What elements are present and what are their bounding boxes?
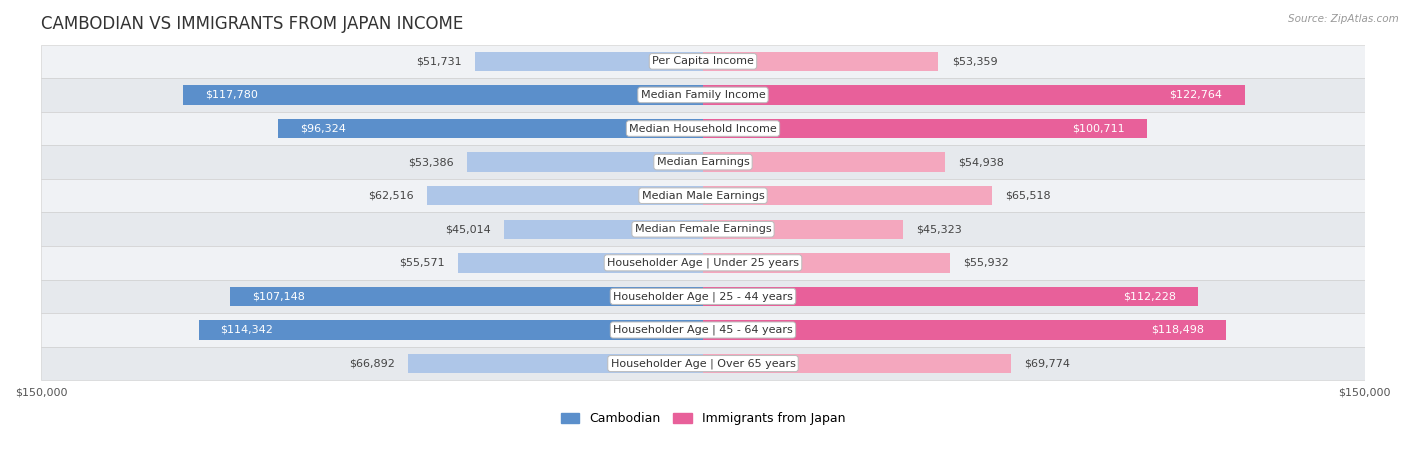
Bar [41, 44, 1365, 78]
Text: Median Household Income: Median Household Income [628, 123, 778, 134]
Text: Householder Age | 45 - 64 years: Householder Age | 45 - 64 years [613, 325, 793, 335]
Bar [703, 287, 1198, 306]
Text: $45,323: $45,323 [917, 224, 962, 234]
Text: Source: ZipAtlas.com: Source: ZipAtlas.com [1288, 14, 1399, 24]
Bar [278, 119, 703, 138]
Text: Householder Age | 25 - 44 years: Householder Age | 25 - 44 years [613, 291, 793, 302]
Bar [41, 280, 1365, 313]
Text: Median Female Earnings: Median Female Earnings [634, 224, 772, 234]
Bar [41, 145, 1365, 179]
Text: Median Family Income: Median Family Income [641, 90, 765, 100]
Bar [467, 152, 703, 172]
Bar [41, 112, 1365, 145]
Text: $118,498: $118,498 [1150, 325, 1204, 335]
Text: $100,711: $100,711 [1073, 123, 1125, 134]
Bar [41, 212, 1365, 246]
Bar [505, 219, 703, 239]
Text: $122,764: $122,764 [1170, 90, 1223, 100]
Bar [198, 320, 703, 340]
Legend: Cambodian, Immigrants from Japan: Cambodian, Immigrants from Japan [555, 407, 851, 430]
Bar [703, 320, 1226, 340]
Text: $45,014: $45,014 [446, 224, 491, 234]
Text: Householder Age | Under 25 years: Householder Age | Under 25 years [607, 258, 799, 268]
Bar [458, 253, 703, 273]
Text: $55,932: $55,932 [963, 258, 1008, 268]
Bar [703, 219, 903, 239]
Bar [183, 85, 703, 105]
Bar [41, 78, 1365, 112]
Bar [231, 287, 703, 306]
Text: $53,359: $53,359 [952, 57, 997, 66]
Bar [703, 52, 938, 71]
Text: $117,780: $117,780 [205, 90, 259, 100]
Text: Median Earnings: Median Earnings [657, 157, 749, 167]
Text: $54,938: $54,938 [959, 157, 1004, 167]
Text: $51,731: $51,731 [416, 57, 461, 66]
Text: $107,148: $107,148 [252, 291, 305, 301]
Bar [703, 186, 993, 205]
Text: $62,516: $62,516 [368, 191, 413, 201]
Bar [703, 119, 1147, 138]
Bar [703, 85, 1244, 105]
Text: Householder Age | Over 65 years: Householder Age | Over 65 years [610, 358, 796, 369]
Bar [475, 52, 703, 71]
Bar [41, 179, 1365, 212]
Text: $69,774: $69,774 [1024, 359, 1070, 368]
Text: $114,342: $114,342 [221, 325, 274, 335]
Bar [408, 354, 703, 373]
Bar [703, 253, 950, 273]
Text: $65,518: $65,518 [1005, 191, 1050, 201]
Bar [41, 313, 1365, 347]
Text: CAMBODIAN VS IMMIGRANTS FROM JAPAN INCOME: CAMBODIAN VS IMMIGRANTS FROM JAPAN INCOM… [41, 15, 464, 33]
Bar [41, 347, 1365, 380]
Bar [703, 152, 945, 172]
Bar [703, 354, 1011, 373]
Text: $66,892: $66,892 [349, 359, 395, 368]
Bar [427, 186, 703, 205]
Text: $55,571: $55,571 [399, 258, 444, 268]
Bar [41, 246, 1365, 280]
Text: $112,228: $112,228 [1123, 291, 1175, 301]
Text: $53,386: $53,386 [409, 157, 454, 167]
Text: Median Male Earnings: Median Male Earnings [641, 191, 765, 201]
Text: Per Capita Income: Per Capita Income [652, 57, 754, 66]
Text: $96,324: $96,324 [299, 123, 346, 134]
